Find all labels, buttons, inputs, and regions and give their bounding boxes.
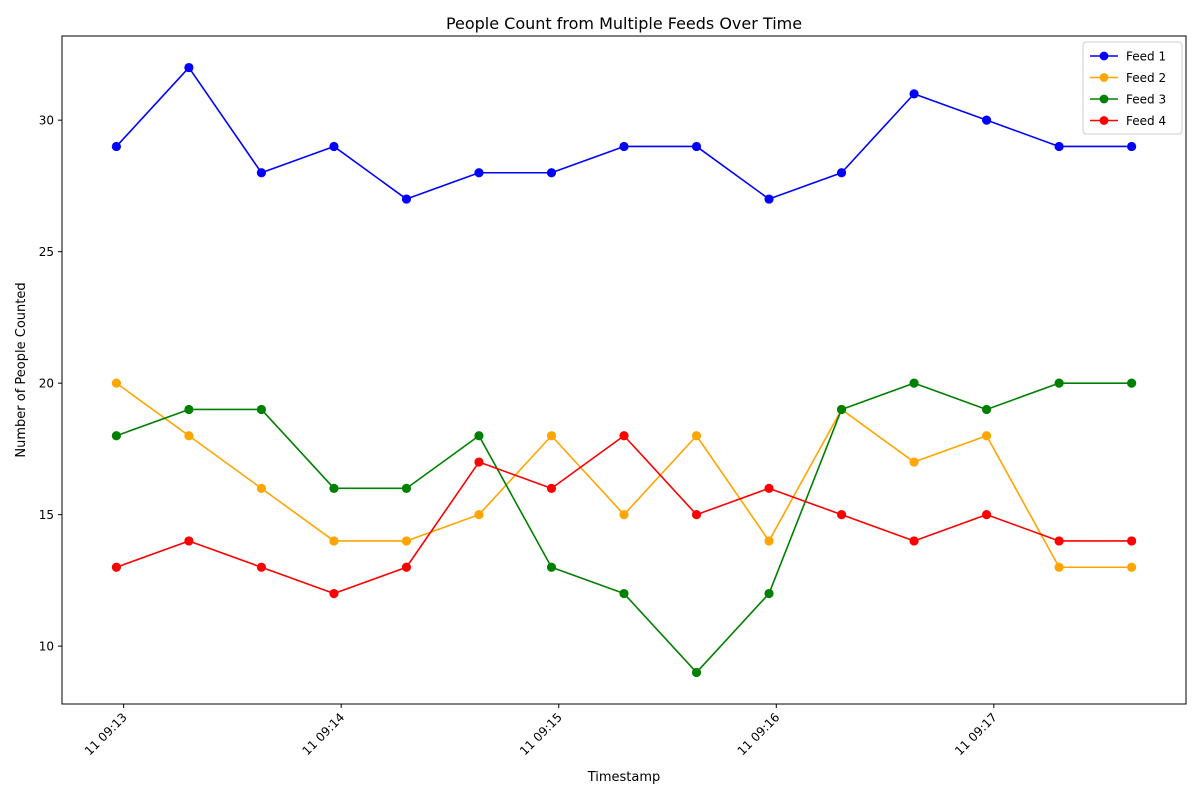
data-point	[836, 404, 847, 415]
data-point	[329, 141, 339, 152]
series-feed-2	[111, 378, 1137, 572]
y-axis: 10 15 20 25 30	[39, 114, 62, 654]
data-point	[256, 404, 267, 415]
series-layer	[111, 62, 1137, 678]
data-point	[401, 483, 412, 493]
data-point	[909, 457, 919, 467]
data-point	[981, 510, 992, 520]
data-point	[184, 431, 194, 441]
data-point	[619, 510, 629, 520]
legend-label: Feed 1	[1126, 50, 1166, 64]
legend-box	[1082, 41, 1183, 135]
data-point	[329, 536, 339, 546]
data-point	[184, 62, 194, 73]
data-point	[546, 483, 557, 493]
series-line	[116, 382, 1132, 674]
data-point	[1127, 141, 1137, 152]
data-point	[909, 536, 919, 546]
x-tick-label: 11 09:17	[952, 710, 1000, 758]
data-point	[619, 141, 629, 152]
x-tick-label: 11 09:15	[517, 710, 565, 758]
series-feed-4	[111, 431, 1137, 599]
legend-marker	[1099, 73, 1109, 82]
legend-marker	[1099, 51, 1109, 61]
data-point	[764, 483, 774, 493]
data-point	[764, 536, 774, 546]
data-point	[111, 378, 121, 388]
data-point	[691, 510, 702, 520]
y-tick-label: 20	[39, 377, 54, 391]
legend-label: Feed 3	[1126, 93, 1166, 107]
data-point	[691, 667, 702, 678]
data-point	[1127, 562, 1137, 572]
data-point	[764, 588, 774, 599]
data-point	[111, 141, 121, 152]
data-point	[184, 536, 194, 546]
data-point	[981, 404, 992, 415]
data-point	[1054, 141, 1064, 152]
y-axis-label: Number of People Counted	[14, 282, 29, 457]
series-feed-1	[111, 62, 1137, 204]
data-point	[546, 562, 557, 572]
data-point	[1127, 378, 1137, 388]
data-point	[474, 457, 484, 467]
series-line	[115, 66, 1132, 200]
legend-marker	[1099, 94, 1109, 104]
series-line	[115, 382, 1132, 569]
data-point	[474, 168, 484, 178]
data-point	[329, 588, 339, 599]
data-point	[256, 483, 267, 493]
series-feed-3	[111, 378, 1137, 678]
data-point	[546, 431, 557, 441]
y-tick-label: 30	[39, 114, 54, 128]
data-point	[329, 483, 339, 493]
data-point	[909, 89, 919, 99]
plot-area	[61, 35, 1187, 705]
data-point	[764, 194, 774, 204]
y-tick-label: 10	[39, 640, 54, 654]
data-point	[401, 194, 412, 204]
data-point	[691, 141, 702, 152]
data-point	[691, 431, 702, 441]
data-point	[1054, 536, 1064, 546]
data-point	[111, 431, 121, 441]
y-tick-label: 15	[39, 508, 54, 522]
legend-label: Feed 4	[1126, 114, 1166, 128]
data-point	[111, 562, 121, 572]
chart-title: People Count from Multiple Feeds Over Ti…	[446, 14, 802, 33]
legend-item: Feed 3	[1090, 93, 1166, 107]
legend: Feed 1 Feed 2 Feed 3 Feed 4	[1082, 41, 1183, 135]
data-point	[256, 168, 267, 178]
data-point	[401, 562, 412, 572]
legend-item: Feed 1	[1090, 50, 1166, 64]
data-point	[619, 588, 629, 599]
data-point	[546, 168, 557, 178]
data-point	[981, 115, 992, 125]
data-point	[909, 378, 919, 388]
data-point	[836, 510, 847, 520]
x-tick-label: 11 09:14	[299, 710, 347, 758]
legend-item: Feed 4	[1090, 114, 1166, 128]
data-point	[474, 431, 484, 441]
data-point	[1127, 536, 1137, 546]
data-point	[1054, 378, 1064, 388]
data-point	[401, 536, 412, 546]
x-axis: 11 09:13 11 09:14 11 09:15 11 09:16 11 09:17	[82, 704, 1000, 758]
data-point	[474, 510, 484, 520]
data-point	[836, 168, 847, 178]
data-point	[1054, 562, 1064, 572]
data-point	[256, 562, 267, 572]
legend-marker	[1099, 116, 1109, 125]
legend-item: Feed 2	[1090, 71, 1166, 85]
legend-label: Feed 2	[1126, 71, 1166, 85]
x-tick-label: 11 09:16	[735, 710, 783, 758]
data-point	[184, 404, 194, 415]
y-tick-label: 25	[39, 245, 54, 259]
data-point	[981, 431, 992, 441]
data-point	[619, 431, 629, 441]
x-axis-label: Timestamp	[587, 770, 661, 785]
x-tick-label: 11 09:13	[82, 710, 130, 758]
